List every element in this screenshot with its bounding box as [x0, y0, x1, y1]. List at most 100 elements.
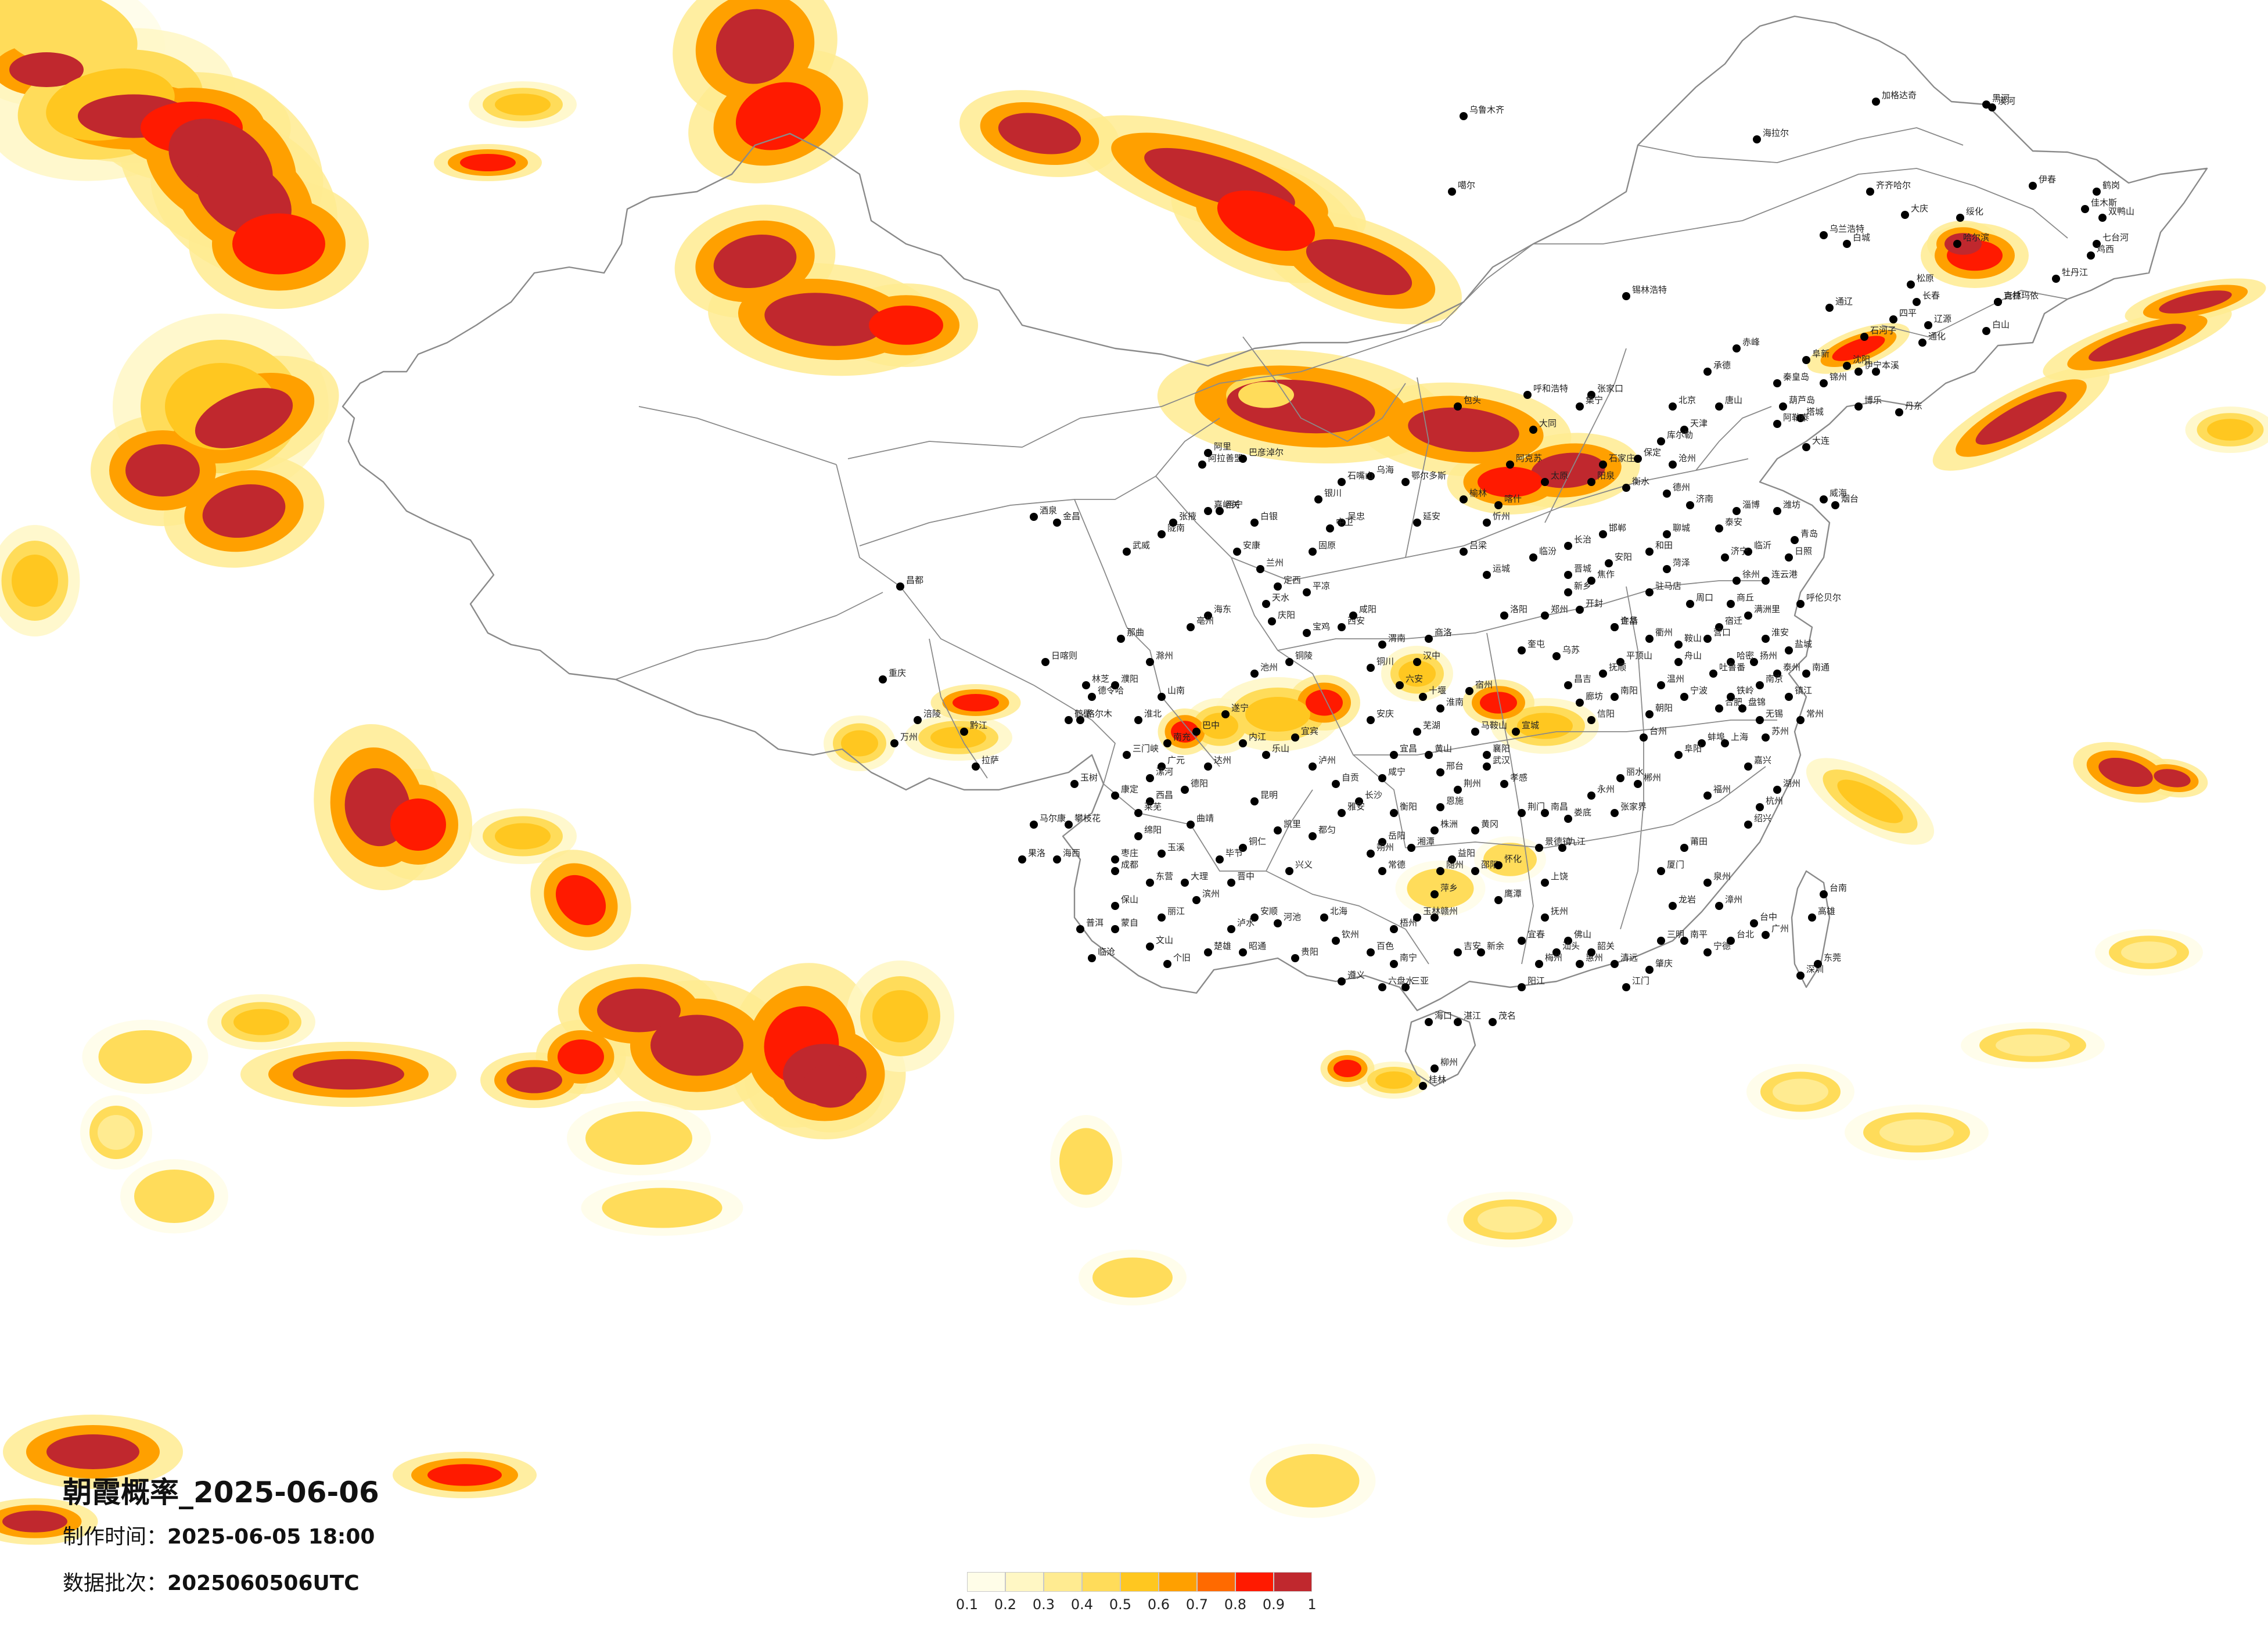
- city-label: 和田: [1655, 540, 1673, 551]
- city-label: 银川: [1324, 488, 1342, 498]
- city-dot: [1262, 600, 1270, 608]
- city-label: 鹤壁: [1074, 708, 1092, 719]
- city-label: 连云港: [1771, 569, 1798, 580]
- city-label: 秦皇岛: [1783, 372, 1809, 382]
- probability-core: [146, 1179, 202, 1214]
- city-label: 长春: [1922, 290, 1940, 301]
- city-marker: 临沂: [1744, 540, 1771, 556]
- city-label: 德州: [1673, 482, 1690, 492]
- city-dot: [1634, 455, 1642, 463]
- city-label: 沧州: [1678, 453, 1696, 463]
- city-dot: [1564, 937, 1572, 945]
- city-dot: [1576, 960, 1584, 968]
- city-marker: 庆阳: [1268, 610, 1295, 625]
- city-dot: [1454, 402, 1462, 411]
- city-dot: [1430, 890, 1439, 898]
- city-marker: 大理: [1181, 871, 1208, 887]
- city-marker: 重庆: [879, 668, 906, 684]
- city-marker: 郑州: [1541, 604, 1568, 620]
- city-dot: [1802, 670, 1810, 678]
- city-dot: [1634, 780, 1642, 788]
- city-marker: 塔城: [1796, 406, 1824, 422]
- city-label: 梧州: [1400, 918, 1417, 928]
- city-label: 铜川: [1376, 656, 1394, 667]
- city-dot: [1715, 704, 1723, 713]
- legend-swatch: [1120, 1572, 1159, 1592]
- city-marker: 乌兰浩特: [1820, 224, 1864, 239]
- city-dot: [1622, 292, 1630, 300]
- city-marker: 巴彦淖尔: [1239, 447, 1284, 463]
- city-label: 马鞍山: [1481, 720, 1507, 731]
- city-label: 成都: [1121, 859, 1138, 870]
- city-marker: 宿州: [1465, 679, 1493, 695]
- probability-core: [2, 1510, 67, 1533]
- city-dot: [2081, 205, 2089, 213]
- probability-core: [1879, 1119, 1954, 1146]
- city-label: 永州: [1597, 784, 1615, 794]
- city-marker: 白山: [1982, 319, 2010, 335]
- city-marker: 宿迁: [1715, 616, 1742, 631]
- city-label: 晋城: [1574, 563, 1591, 574]
- city-label: 廊坊: [1586, 691, 1603, 702]
- city-dot: [2029, 182, 2037, 190]
- probability-core: [872, 990, 928, 1042]
- probability-core: [1773, 1078, 1828, 1105]
- city-label: 忻州: [1493, 511, 1510, 521]
- legend-tick-label: 0.9: [1262, 1596, 1285, 1613]
- city-marker: 台中: [1750, 912, 1777, 927]
- city-label: 河池: [1284, 912, 1301, 922]
- probability-core: [1238, 382, 1294, 408]
- hainan-outline: [1404, 1009, 1476, 1087]
- city-label: 克拉玛依: [2004, 290, 2039, 301]
- city-label: 内江: [1249, 732, 1266, 742]
- city-marker: 盘锦: [1738, 697, 1766, 713]
- probability-core: [1217, 190, 1315, 251]
- city-label: 盐城: [1795, 639, 1812, 649]
- city-dot: [1756, 803, 1764, 811]
- city-marker: 日喀则: [1041, 650, 1077, 666]
- city-marker: 邵阳: [1471, 859, 1498, 875]
- city-dot: [1291, 733, 1299, 742]
- city-marker: 广州: [1762, 923, 1789, 939]
- city-marker: 嘉兴: [1744, 755, 1771, 771]
- city-label: 荆州: [1464, 778, 1481, 789]
- city-marker: 满洲里: [1744, 604, 1780, 620]
- city-marker: 乌海: [1367, 465, 1394, 480]
- city-marker: 常德: [1378, 859, 1406, 875]
- city-label: 百色: [1376, 941, 1394, 951]
- city-label: 武汉: [1493, 755, 1510, 765]
- city-dot: [1367, 472, 1375, 480]
- city-label: 清远: [1620, 952, 1638, 963]
- probability-core: [1417, 875, 1464, 902]
- city-dot: [1616, 774, 1624, 782]
- city-marker: 三亚: [1401, 976, 1429, 991]
- city-label: 泸州: [1318, 755, 1336, 765]
- city-dot: [1338, 478, 1346, 486]
- city-marker: 双鸭山: [2098, 206, 2134, 222]
- city-marker: 徐州: [1733, 569, 1760, 585]
- city-marker: 广元: [1158, 755, 1185, 771]
- city-dot: [1268, 617, 1276, 625]
- city-label: 南充: [1173, 732, 1191, 742]
- city-dot: [1163, 960, 1171, 968]
- city-label: 自贡: [1342, 772, 1359, 783]
- probability-core: [460, 154, 516, 171]
- city-label: 攀枝花: [1074, 813, 1101, 823]
- probability-core: [1408, 407, 1519, 452]
- city-label: 绵阳: [1144, 825, 1162, 835]
- city-dot: [1314, 495, 1322, 503]
- city-marker: 安顺: [1250, 906, 1278, 922]
- city-dot: [1727, 937, 1735, 945]
- city-label: 平凉: [1313, 581, 1330, 591]
- city-dot: [1703, 948, 1712, 956]
- city-label: 日喀则: [1051, 650, 1077, 661]
- city-marker: 昆明: [1250, 790, 1278, 805]
- city-marker: 凯里: [1274, 819, 1301, 834]
- city-marker: 鹰潭: [1494, 888, 1522, 904]
- city-label: 新余: [1487, 941, 1504, 951]
- city-dot: [1645, 966, 1654, 974]
- city-marker: 唐山: [1715, 395, 1742, 411]
- city-marker: 银川: [1314, 488, 1342, 503]
- city-label: 昆明: [1260, 790, 1278, 800]
- city-marker: 果洛: [1018, 848, 1045, 864]
